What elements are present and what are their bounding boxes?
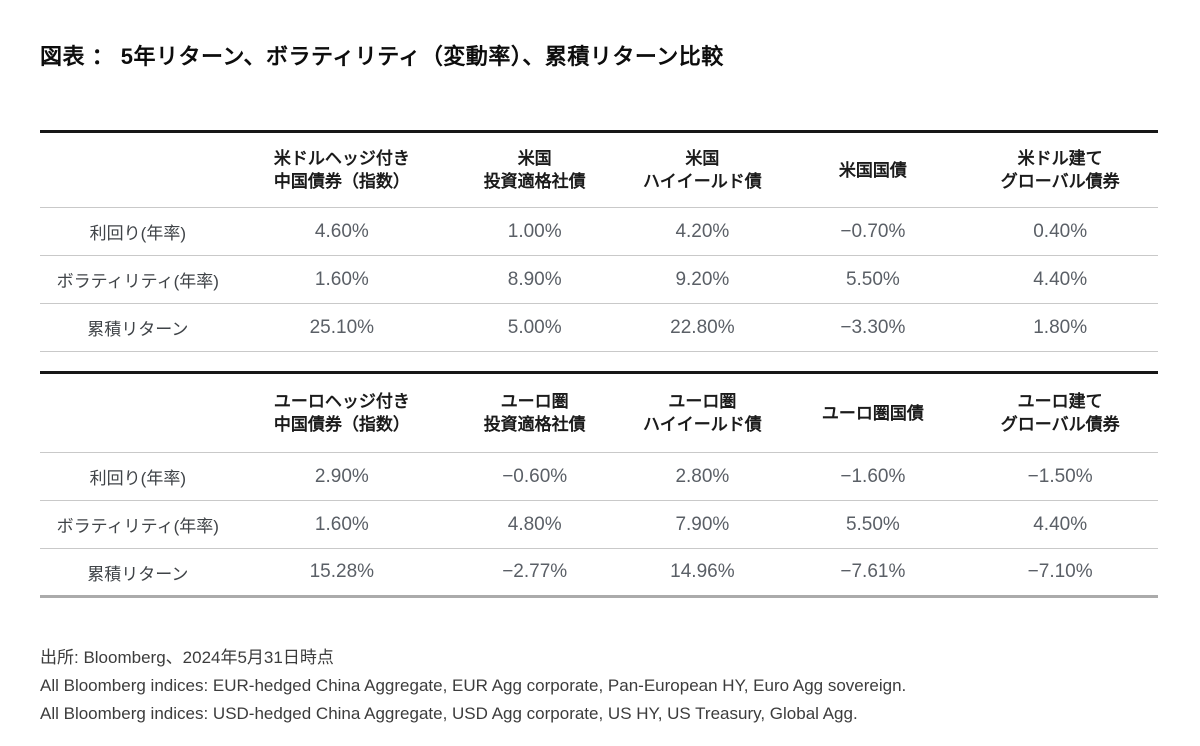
table-cell: −2.77% xyxy=(502,561,568,582)
column-header: 米国 投資適格社債 xyxy=(483,149,586,191)
table-cell: 25.10% xyxy=(309,316,375,338)
column-header: ユーロヘッジ付き 中国債券（指数） xyxy=(273,392,410,434)
usd-header-row: 米ドルヘッジ付き 中国債券（指数） 米国 投資適格社債 米国 ハイイールド債 米… xyxy=(40,132,1158,208)
table-cell: 4.80% xyxy=(507,513,562,535)
table-cell: 4.40% xyxy=(1033,268,1088,290)
table-row: 利回り(年率) 2.90% −0.60% 2.80% −1.60% −1.50% xyxy=(40,453,1158,501)
table-cell: 14.96% xyxy=(670,561,735,582)
table-cell: 5.50% xyxy=(845,268,900,290)
column-header: 米国国債 xyxy=(838,160,907,180)
usd-bond-comparison-table: 米ドルヘッジ付き 中国債券（指数） 米国 投資適格社債 米国 ハイイールド債 米… xyxy=(40,130,1158,352)
row-label: 累積リターン xyxy=(87,320,189,339)
table-cell: 0.40% xyxy=(1033,220,1088,242)
table-cell: −0.60% xyxy=(502,465,568,487)
figure-footnotes: 出所: Bloomberg、2024年5月31日時点 All Bloomberg… xyxy=(40,644,1158,728)
table-cell: 2.90% xyxy=(314,465,369,487)
column-header: ユーロ圏国債 xyxy=(821,403,924,423)
table-cell: 5.00% xyxy=(507,316,562,338)
table-cell: −0.70% xyxy=(840,220,906,242)
table-cell: 4.60% xyxy=(314,220,369,242)
column-header: ユーロ建て グローバル債券 xyxy=(1000,392,1120,434)
corner-cell xyxy=(40,132,236,208)
table-cell: −7.61% xyxy=(840,561,906,582)
table-cell: 1.80% xyxy=(1033,316,1088,338)
table-row: ボラティリティ(年率) 1.60% 4.80% 7.90% 5.50% 4.40… xyxy=(40,501,1158,549)
source-note: 出所: Bloomberg、2024年5月31日時点 xyxy=(40,648,334,667)
row-label: ボラティリティ(年率) xyxy=(56,272,219,291)
row-label: 利回り(年率) xyxy=(89,224,186,243)
table-cell: 1.60% xyxy=(314,268,369,290)
table-cell: 2.80% xyxy=(675,465,730,487)
table-cell: −7.10% xyxy=(1027,561,1093,582)
table-cell: −1.60% xyxy=(840,465,906,487)
row-label: 利回り(年率) xyxy=(89,469,186,488)
index-note-usd: All Bloomberg indices: USD-hedged China … xyxy=(40,704,858,723)
column-header: ユーロ圏 投資適格社債 xyxy=(483,392,586,434)
index-note-eur: All Bloomberg indices: EUR-hedged China … xyxy=(40,676,907,695)
table-cell: −1.50% xyxy=(1027,465,1093,487)
row-label: 累積リターン xyxy=(87,564,189,584)
table-row: 利回り(年率) 4.60% 1.00% 4.20% −0.70% 0.40% xyxy=(40,208,1158,256)
eur-header-row: ユーロヘッジ付き 中国債券（指数） ユーロ圏 投資適格社債 ユーロ圏 ハイイール… xyxy=(40,373,1158,453)
column-header: 米ドル建て グローバル債券 xyxy=(1000,149,1120,191)
table-cell: 9.20% xyxy=(675,268,730,290)
table-cell: 22.80% xyxy=(670,316,735,338)
table-cell: 1.00% xyxy=(507,220,562,242)
table-row: 累積リターン 15.28% −2.77% 14.96% −7.61% −7.10… xyxy=(40,549,1158,597)
table-cell: 4.20% xyxy=(675,220,730,242)
figure-title: 図表 ： 5年リターン、ボラティリティ（変動率）、累積リターン比較 xyxy=(40,44,724,69)
table-cell: −3.30% xyxy=(840,316,906,338)
table-row: ボラティリティ(年率) 1.60% 8.90% 9.20% 5.50% 4.40… xyxy=(40,256,1158,304)
column-header: ユーロ圏 ハイイールド債 xyxy=(643,392,762,434)
column-header: 米国 ハイイールド債 xyxy=(643,149,762,191)
table-cell: 5.50% xyxy=(845,513,900,535)
column-header: 米ドルヘッジ付き 中国債券（指数） xyxy=(273,149,410,191)
table-cell: 8.90% xyxy=(507,268,562,290)
table-cell: 15.28% xyxy=(309,561,375,582)
eur-bond-comparison-table: ユーロヘッジ付き 中国債券（指数） ユーロ圏 投資適格社債 ユーロ圏 ハイイール… xyxy=(40,371,1158,598)
table-cell: 4.40% xyxy=(1033,513,1088,535)
table-cell: 7.90% xyxy=(675,513,730,535)
row-label: ボラティリティ(年率) xyxy=(56,517,219,536)
table-row: 累積リターン 25.10% 5.00% 22.80% −3.30% 1.80% xyxy=(40,304,1158,352)
corner-cell xyxy=(40,373,236,453)
table-cell: 1.60% xyxy=(314,513,369,535)
